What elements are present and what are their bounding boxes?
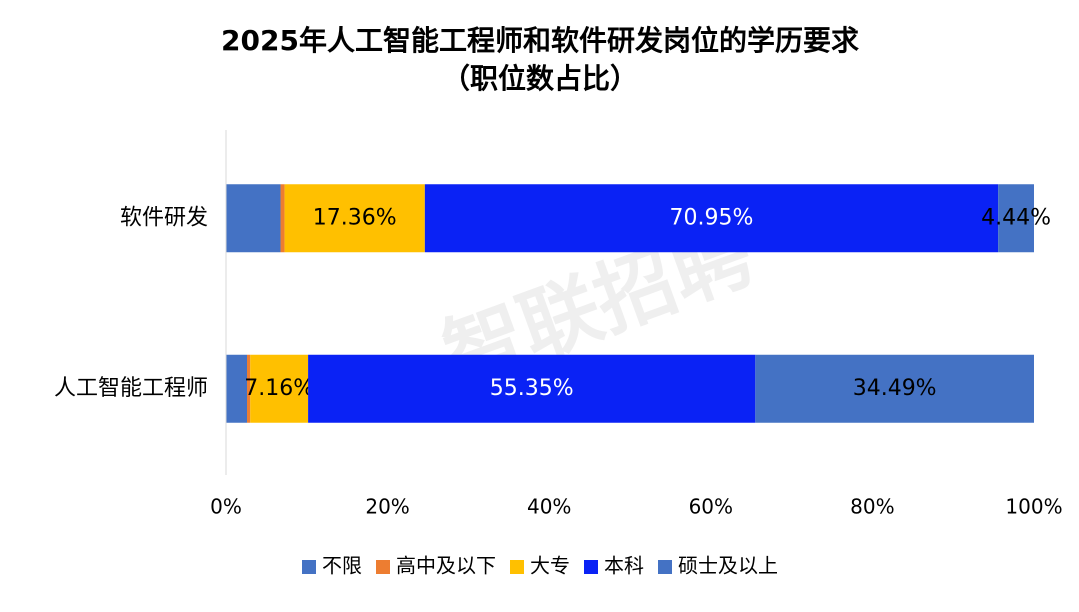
x-tick-label: 20% [365, 495, 409, 519]
legend-swatch [302, 560, 316, 574]
value-label: 55.35% [490, 376, 574, 401]
bar-segment [280, 184, 285, 253]
legend-swatch [658, 560, 672, 574]
bar-segment [755, 354, 1034, 423]
x-tick-label: 0% [210, 495, 242, 519]
value-label: 34.49% [853, 376, 937, 401]
y-tick-label: 人工智能工程师 [54, 376, 208, 401]
value-label: 4.44% [981, 205, 1051, 230]
legend-swatch [376, 560, 390, 574]
value-label: 70.95% [670, 205, 754, 230]
x-tick-label: 40% [527, 495, 571, 519]
legend-label: 不限 [322, 554, 362, 578]
legend-swatch [584, 560, 598, 574]
bar-segment [226, 354, 248, 423]
chart-subtitle: （职位数占比） [442, 62, 638, 95]
value-label: 17.36% [313, 205, 397, 230]
legend-label: 高中及以下 [396, 554, 496, 578]
bar-segment [998, 184, 1034, 253]
x-tick-label: 80% [850, 495, 894, 519]
legend-label: 本科 [604, 554, 644, 578]
x-tick-label: 60% [689, 495, 733, 519]
legend-swatch [510, 560, 524, 574]
x-tick-label: 100% [1005, 495, 1062, 519]
bar-segment [247, 354, 251, 423]
bar-segment [284, 184, 425, 253]
bar-segment [308, 354, 756, 423]
y-tick-label: 软件研发 [120, 205, 208, 230]
value-label: 7.16% [244, 376, 314, 401]
bar-segment [226, 184, 281, 253]
legend-label: 硕士及以上 [678, 554, 778, 578]
chart-title: 2025年人工智能工程师和软件研发岗位的学历要求 [221, 24, 859, 57]
bar-segment [424, 184, 999, 253]
bar-segment [250, 354, 309, 423]
legend-label: 大专 [530, 554, 570, 578]
